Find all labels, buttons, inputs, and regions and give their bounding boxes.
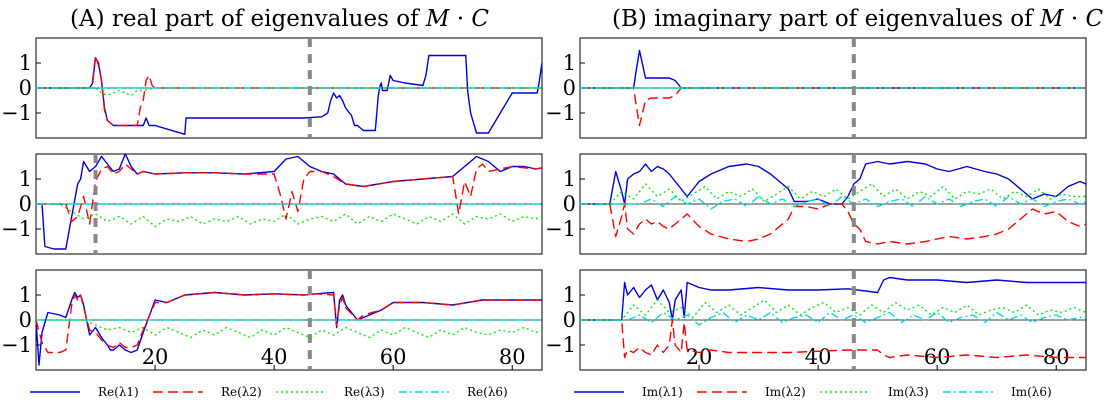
series-line-dashed: [580, 87, 1086, 127]
y-tick-label: 0: [19, 76, 32, 100]
series-line-dotted: [36, 87, 542, 97]
series-line-solid: [580, 49, 1086, 89]
panel-b-bot: 10−1 20 40 60 80: [545, 269, 1087, 371]
panel-a-bot: 10−1 20 40 60 80: [1, 269, 543, 371]
series-line-solid: [580, 160, 1087, 205]
panel-b-mid: 10−1: [545, 153, 1087, 255]
series-line-solid: [36, 153, 543, 250]
panel-a-mid: 10−1: [1, 153, 543, 255]
y-tick-label: 1: [19, 51, 32, 75]
right-title: (B) imaginary part of eigenvalues of M ·…: [612, 6, 1103, 32]
y-tick-label: 0: [563, 76, 576, 100]
series-line-dashed: [36, 54, 542, 127]
y-tick-label: −1: [1, 101, 32, 125]
series-line-dotted: [580, 299, 1087, 321]
legend-label: Re(λ1): [98, 385, 139, 399]
series-line-dashed: [35, 291, 542, 354]
legend-label: Im(λ6): [1011, 385, 1052, 399]
legend-label: Im(λ1): [642, 385, 683, 399]
series-line-dotted: [36, 319, 543, 339]
y-tick-label: 0: [19, 308, 32, 332]
legend-label: Re(λ2): [221, 385, 262, 399]
y-tick-label: 1: [563, 283, 576, 307]
x-tick-label: 20: [686, 345, 713, 369]
y-tick-label: 1: [19, 283, 32, 307]
series-line-dashed: [580, 319, 1086, 359]
legend-label: Im(λ3): [888, 385, 929, 399]
series-line-dashed: [580, 203, 1087, 245]
y-tick-label: 1: [19, 167, 32, 191]
series-line-dotted: [36, 203, 543, 228]
series-line-solid: [36, 54, 543, 136]
legend-label: Re(λ6): [467, 385, 508, 399]
x-tick-label: 40: [805, 345, 832, 369]
series-line-solid: [580, 276, 1086, 321]
y-tick-label: −1: [545, 101, 576, 125]
y-tick-label: −1: [1, 333, 32, 357]
legend-right: Im(λ1) Im(λ2) Im(λ3) Im(λ6): [574, 385, 1052, 399]
series-line-dashdot: [580, 195, 1087, 210]
x-tick-label: 60: [380, 345, 407, 369]
legend-label: Im(λ2): [765, 385, 806, 399]
y-tick-label: −1: [545, 333, 576, 357]
x-tick-label: 40: [261, 345, 288, 369]
panel-a-top: 10−1: [1, 37, 543, 139]
y-tick-label: −1: [545, 217, 576, 241]
legend-left: Re(λ1) Re(λ2) Re(λ3) Re(λ6): [30, 385, 508, 399]
y-tick-label: 0: [563, 192, 576, 216]
y-tick-label: 1: [563, 167, 576, 191]
y-tick-label: 1: [563, 51, 576, 75]
left-title: (A) real part of eigenvalues of M · C: [70, 6, 489, 32]
series-line-dashdot: [580, 311, 1086, 326]
x-tick-label: 80: [499, 345, 526, 369]
y-tick-label: 0: [563, 308, 576, 332]
x-tick-label: 20: [142, 345, 169, 369]
series-line-dashed: [36, 163, 543, 225]
series-line-dotted: [580, 183, 1086, 205]
panel-b-top: 10−1: [545, 37, 1087, 139]
y-tick-label: −1: [1, 217, 32, 241]
legend-label: Re(λ3): [344, 385, 385, 399]
y-tick-label: 0: [19, 192, 32, 216]
